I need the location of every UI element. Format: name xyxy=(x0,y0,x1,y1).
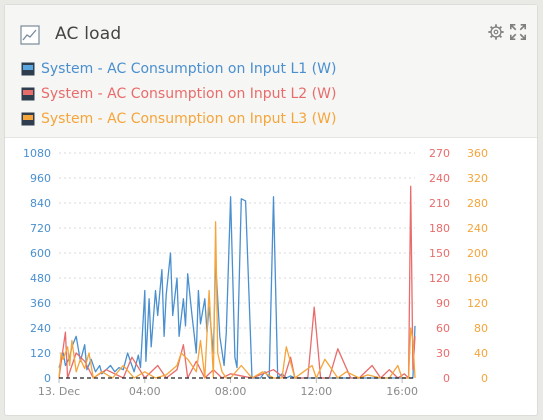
y-tick-label: 280 xyxy=(467,197,488,210)
y-tick-label: 200 xyxy=(467,247,488,260)
legend-item-l3[interactable]: System - AC Consumption on Input L3 (W) xyxy=(21,106,336,131)
chart-legend: System - AC Consumption on Input L1 (W) … xyxy=(21,56,336,131)
line-chart-icon xyxy=(20,25,40,45)
y-tick-label: 120 xyxy=(429,272,450,285)
y-tick-label: 60 xyxy=(436,322,450,335)
x-tick-label: 16:00 xyxy=(386,385,418,398)
device-icon xyxy=(21,62,35,75)
y-tick-label: 240 xyxy=(467,222,488,235)
y-tick-label: 320 xyxy=(467,172,488,185)
widget-tools xyxy=(487,23,527,41)
device-icon xyxy=(21,87,35,100)
x-tick-label: 04:00 xyxy=(129,385,161,398)
series-line-1 xyxy=(58,196,416,379)
y-tick-label: 180 xyxy=(429,222,450,235)
y-tick-label: 240 xyxy=(429,172,450,185)
y-tick-label: 90 xyxy=(436,297,450,310)
x-tick-label: 13. Dec xyxy=(38,385,80,398)
y-tick-label: 600 xyxy=(30,247,51,260)
legend-label-l3: System - AC Consumption on Input L3 (W) xyxy=(41,110,337,127)
y-tick-label: 160 xyxy=(467,272,488,285)
expand-icon[interactable] xyxy=(509,23,527,41)
y-tick-label: 120 xyxy=(467,297,488,310)
y-tick-label: 840 xyxy=(30,197,51,210)
x-tick-label: 12:00 xyxy=(300,385,332,398)
y-tick-label: 150 xyxy=(429,247,450,260)
y-tick-label: 210 xyxy=(429,197,450,210)
y-tick-label: 30 xyxy=(436,347,450,360)
legend-item-l2[interactable]: System - AC Consumption on Input L2 (W) xyxy=(21,81,336,106)
ac-load-chart: 0 120 240 360 480 600 720 840 960 1080 0 30 60 90 120 1… xyxy=(23,147,488,398)
y-tick-label: 960 xyxy=(30,172,51,185)
y-tick-label: 80 xyxy=(474,322,488,335)
y-tick-label: 0 xyxy=(44,372,51,385)
legend-label-l1: System - AC Consumption on Input L1 (W) xyxy=(41,60,337,77)
y-tick-label: 360 xyxy=(30,297,51,310)
gear-icon[interactable] xyxy=(487,23,505,41)
widget-title: AC load xyxy=(55,24,122,44)
y-tick-label: 270 xyxy=(429,147,450,160)
x-tick-label: 08:00 xyxy=(215,385,247,398)
legend-label-l2: System - AC Consumption on Input L2 (W) xyxy=(41,85,337,102)
y-tick-label: 360 xyxy=(467,147,488,160)
y-tick-label: 0 xyxy=(443,372,450,385)
device-icon xyxy=(21,112,35,125)
y-tick-label: 0 xyxy=(481,372,488,385)
y-tick-label: 120 xyxy=(30,347,51,360)
y-tick-label: 40 xyxy=(474,347,488,360)
y-tick-label: 720 xyxy=(30,222,51,235)
y-tick-label: 480 xyxy=(30,272,51,285)
legend-item-l1[interactable]: System - AC Consumption on Input L1 (W) xyxy=(21,56,336,81)
y-tick-label: 1080 xyxy=(23,147,51,160)
widget-header: AC load xyxy=(5,5,537,138)
y-tick-label: 240 xyxy=(30,322,51,335)
ac-load-widget: AC load xyxy=(4,4,538,416)
